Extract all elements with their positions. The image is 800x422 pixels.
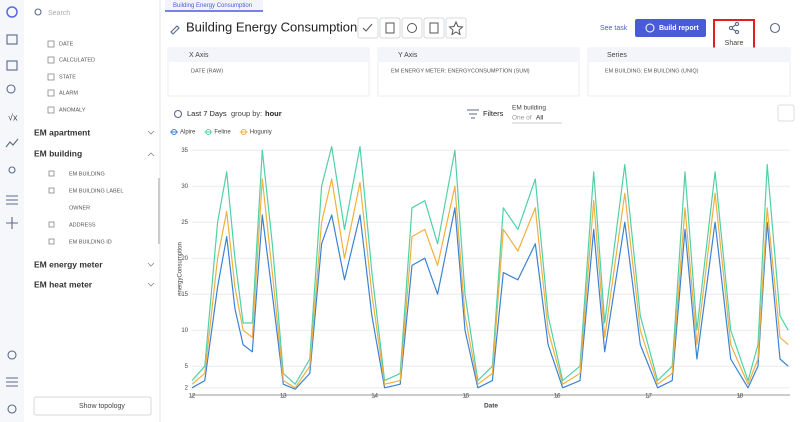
tab-label: Building Energy Consumption (173, 3, 252, 9)
y-axis-title: energyConsumption (178, 242, 184, 296)
x-tick-label: 12 (189, 394, 196, 400)
series-line (191, 178, 789, 389)
field[interactable]: EM BUILDING (69, 171, 105, 177)
period[interactable]: Last 7 Days (187, 109, 227, 118)
panel-item[interactable]: EM BUILDING: EM BUILDING (UNIQ) (605, 68, 699, 74)
panel-item[interactable]: EM ENERGY METER: ENERGYCONSUMPTION (SUM) (391, 68, 530, 74)
series-line (191, 207, 789, 390)
settings-icon[interactable] (769, 22, 781, 34)
group[interactable]: EM building (34, 148, 82, 158)
build-report-button[interactable] (635, 19, 706, 37)
y-tick-label: 5 (185, 364, 189, 370)
edit-icon[interactable] (170, 25, 180, 35)
field[interactable]: STATE (59, 74, 76, 80)
x-tick-label: 16 (554, 394, 561, 400)
y-tick-label: 35 (181, 148, 188, 154)
group[interactable]: EM energy meter (34, 259, 103, 269)
y-tick-label: 15 (181, 292, 188, 298)
x-tick-label: 13 (280, 394, 287, 400)
field[interactable]: CALCULATED (59, 57, 95, 63)
field[interactable]: OWNER (69, 205, 90, 211)
y-tick-label: 30 (181, 184, 188, 190)
filter-op: One of (512, 115, 532, 122)
y-tick-label: 10 (181, 328, 188, 334)
filter-value[interactable]: All (536, 115, 544, 122)
group[interactable]: EM apartment (34, 127, 90, 137)
filter-name: EM building (512, 105, 546, 112)
field[interactable]: ADDRESS (69, 222, 96, 228)
tab[interactable] (165, 0, 263, 11)
svg-text:√x: √x (8, 112, 18, 122)
rail-icons[interactable]: √x (5, 6, 19, 414)
chart-type-button[interactable] (777, 104, 795, 122)
field[interactable]: EM BUILDING LABEL (69, 188, 123, 194)
share-button[interactable] (713, 19, 755, 53)
build-icon (645, 23, 655, 33)
y-tick-label: 20 (181, 256, 188, 262)
share-icon (728, 21, 740, 35)
share-tooltip: Share (725, 40, 744, 47)
scrollbar (158, 178, 160, 244)
x-tick-label: 14 (371, 394, 378, 400)
x-tick-label: 15 (463, 394, 470, 400)
clock-icon (173, 109, 183, 119)
panel-title: Y Axis (398, 52, 418, 59)
field-list: DATE CALCULATED STATE ALARM ANOMALY EM a… (34, 41, 123, 289)
x-tick-label: 17 (645, 394, 652, 400)
filters-button[interactable]: Filters (483, 109, 504, 118)
topology-button[interactable] (33, 396, 152, 416)
see-task-link[interactable]: See task (600, 25, 628, 32)
build-report-label: Build report (659, 25, 699, 32)
y-tick-label: 2 (185, 385, 189, 391)
topology-button-label: Show topology (79, 403, 125, 410)
legend-label: Hoguniy (250, 130, 272, 136)
field[interactable]: DATE (59, 41, 74, 47)
panel-title: Series (607, 52, 627, 59)
filter-icon (467, 109, 479, 119)
group-by-label: group by: (231, 109, 262, 118)
legend-label: Alpire (180, 130, 196, 136)
field[interactable]: ALARM (59, 90, 78, 96)
x-axis-title: Date (484, 403, 498, 410)
page-title: Building Energy Consumption (186, 19, 357, 34)
y-tick-label: 25 (181, 220, 188, 226)
axis-panels (167, 47, 791, 97)
panel-title: X Axis (189, 52, 209, 59)
group[interactable]: EM heat meter (34, 279, 93, 289)
group-by[interactable]: hour (265, 109, 282, 118)
search-icon (34, 8, 42, 16)
series-line (191, 146, 789, 385)
toolbar[interactable] (357, 17, 467, 39)
field-icons (47, 40, 155, 287)
legend-label: Feline (214, 130, 231, 136)
field[interactable]: EM BUILDING ID (69, 239, 112, 245)
search-input[interactable]: Search (48, 10, 70, 17)
panel-item[interactable]: DATE (RAW) (191, 68, 223, 74)
x-tick-label: 18 (736, 394, 743, 400)
field[interactable]: ANOMALY (59, 107, 86, 113)
